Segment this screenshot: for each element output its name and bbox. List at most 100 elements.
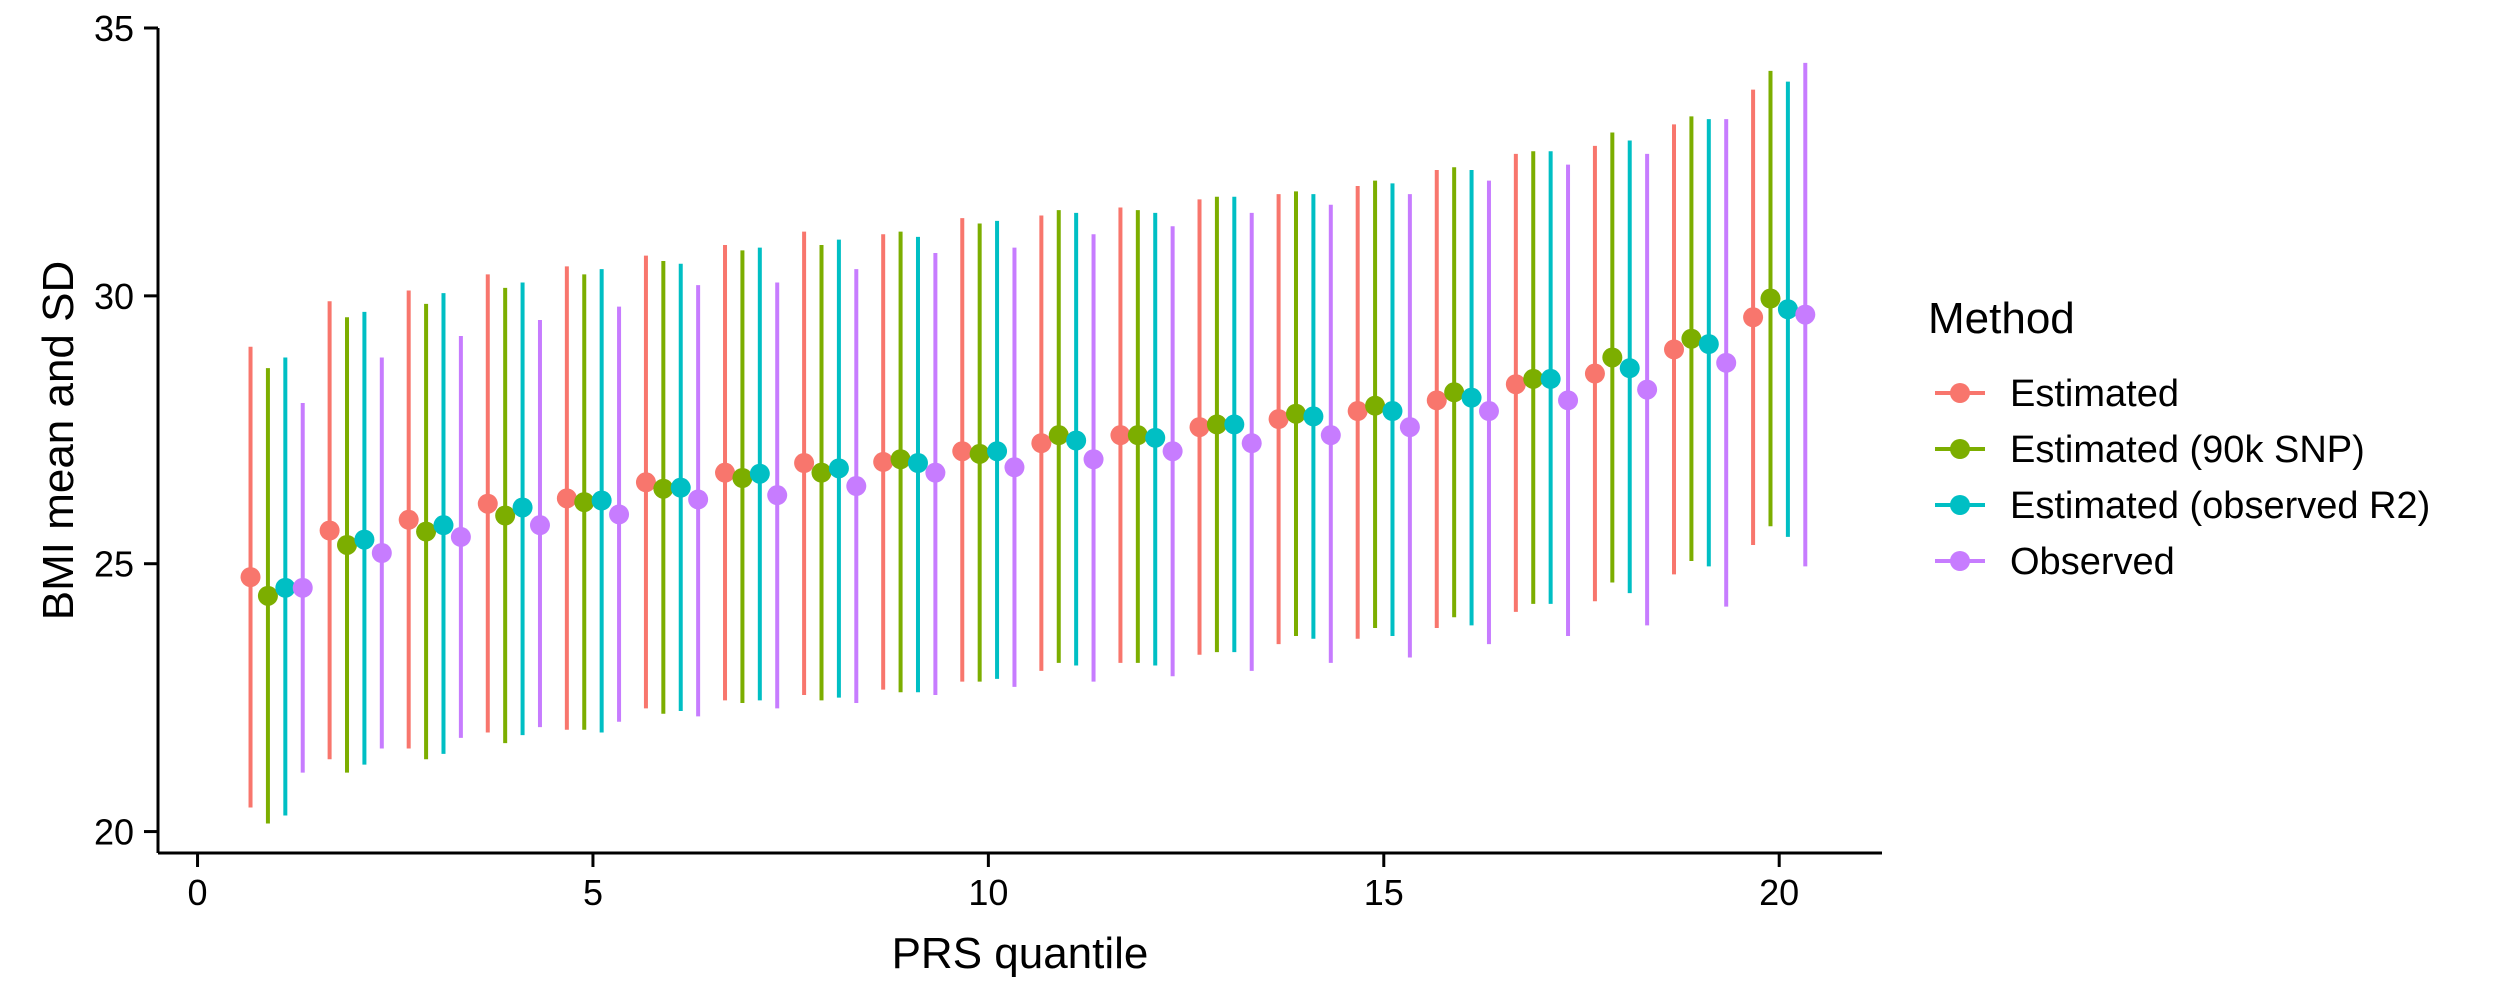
legend-item-estimated: Estimated [1935, 373, 2179, 415]
point-observed [609, 504, 630, 525]
point-estimated-observed-r2 [1619, 358, 1640, 379]
point-estimated-90k-snp [257, 585, 278, 606]
point-estimated-90k-snp [337, 534, 358, 555]
point-estimated-observed-r2 [828, 458, 849, 479]
legend-key-point [1950, 439, 1970, 459]
point-estimated-observed-r2 [1382, 401, 1403, 422]
point-estimated [556, 488, 577, 509]
point-estimated-observed-r2 [1303, 406, 1324, 427]
point-estimated [477, 493, 498, 514]
plot-area [240, 62, 1816, 824]
legend-key-point [1950, 551, 1970, 571]
point-observed [688, 489, 709, 510]
point-observed [1162, 441, 1183, 462]
point-observed [529, 515, 550, 536]
legend-label: Observed [2010, 541, 2175, 583]
y-tick-label: 35 [94, 8, 134, 49]
point-observed [1083, 449, 1104, 470]
x-tick-label: 5 [583, 872, 603, 913]
point-estimated [1664, 339, 1685, 360]
point-estimated-observed-r2 [1540, 368, 1561, 389]
legend-items: Estimated Estimated (90k SNP) Estimated (o… [1935, 373, 2430, 583]
point-observed [846, 476, 867, 497]
y-tick-label: 20 [94, 812, 134, 853]
point-observed [1004, 457, 1025, 478]
legend-label: Estimated [2010, 373, 2179, 415]
point-estimated-90k-snp [495, 505, 516, 526]
x-axis: 0 5 10 15 20 [158, 851, 1882, 913]
legend-item-estimated-90k-snp: Estimated (90k SNP) [1935, 429, 2365, 471]
point-observed [767, 485, 788, 506]
point-estimated [240, 567, 261, 588]
point-observed [1795, 304, 1816, 325]
point-estimated [1347, 401, 1368, 422]
x-axis-title: PRS quantile [892, 929, 1149, 978]
point-observed [292, 577, 313, 598]
y-axis-title: BMI mean and SD [34, 261, 83, 621]
point-estimated-90k-snp [1444, 382, 1465, 403]
mean-points [240, 288, 1816, 606]
point-estimated-observed-r2 [1698, 334, 1719, 355]
point-estimated-observed-r2 [1145, 427, 1166, 448]
point-estimated [873, 451, 894, 472]
point-estimated-90k-snp [1523, 368, 1544, 389]
point-estimated [398, 509, 419, 530]
point-observed [450, 526, 471, 547]
point-estimated-observed-r2 [512, 497, 533, 518]
point-estimated-observed-r2 [591, 490, 612, 511]
point-estimated-90k-snp [1206, 414, 1227, 435]
point-estimated [952, 441, 973, 462]
point-estimated [794, 453, 815, 473]
point-observed [371, 543, 392, 563]
point-estimated-observed-r2 [354, 529, 375, 550]
x-tick-label: 10 [968, 872, 1008, 913]
error-bars [248, 62, 1808, 824]
point-estimated-90k-snp [890, 449, 911, 470]
point-observed [1478, 401, 1499, 422]
point-estimated-90k-snp [1365, 395, 1386, 416]
point-estimated-90k-snp [416, 521, 437, 542]
point-observed [1716, 352, 1737, 373]
point-observed [925, 462, 946, 483]
point-estimated [1031, 433, 1052, 454]
point-estimated-observed-r2 [670, 477, 691, 498]
legend-item-estimated-observed-r2: Estimated (observed R2) [1935, 485, 2430, 527]
point-estimated [1189, 417, 1210, 438]
y-axis: 20 25 30 35 [94, 8, 160, 853]
point-estimated-90k-snp [1760, 288, 1781, 309]
point-observed [1241, 433, 1262, 454]
x-tick-label: 15 [1364, 872, 1404, 913]
legend-label: Estimated (90k SNP) [2010, 429, 2365, 471]
point-estimated-90k-snp [811, 462, 832, 483]
point-estimated-90k-snp [969, 443, 990, 464]
legend-label: Estimated (observed R2) [2010, 485, 2430, 527]
point-estimated [635, 472, 656, 493]
legend-key-point [1950, 495, 1970, 515]
x-tick-label: 20 [1759, 872, 1799, 913]
legend-item-observed: Observed [1935, 541, 2175, 583]
point-estimated-90k-snp [1602, 347, 1623, 368]
point-estimated-observed-r2 [1461, 387, 1482, 408]
y-tick-label: 25 [94, 544, 134, 585]
point-estimated [1505, 374, 1526, 395]
point-estimated-90k-snp [574, 492, 595, 513]
point-estimated [1584, 363, 1605, 384]
y-tick-label: 30 [94, 276, 134, 317]
point-observed [1399, 417, 1420, 438]
point-estimated-90k-snp [653, 478, 674, 499]
point-estimated [319, 520, 340, 541]
y-ticks: 20 25 30 35 [94, 8, 158, 853]
point-estimated [715, 462, 736, 483]
point-estimated-observed-r2 [1777, 299, 1798, 320]
legend-key-point [1950, 383, 1970, 403]
point-estimated-observed-r2 [275, 577, 296, 598]
point-estimated-90k-snp [1285, 403, 1306, 424]
point-observed [1558, 390, 1579, 411]
point-estimated-observed-r2 [1224, 414, 1245, 435]
point-estimated [1268, 409, 1289, 430]
point-estimated-observed-r2 [749, 463, 770, 484]
point-estimated-observed-r2 [433, 515, 454, 536]
point-estimated [1743, 307, 1764, 328]
